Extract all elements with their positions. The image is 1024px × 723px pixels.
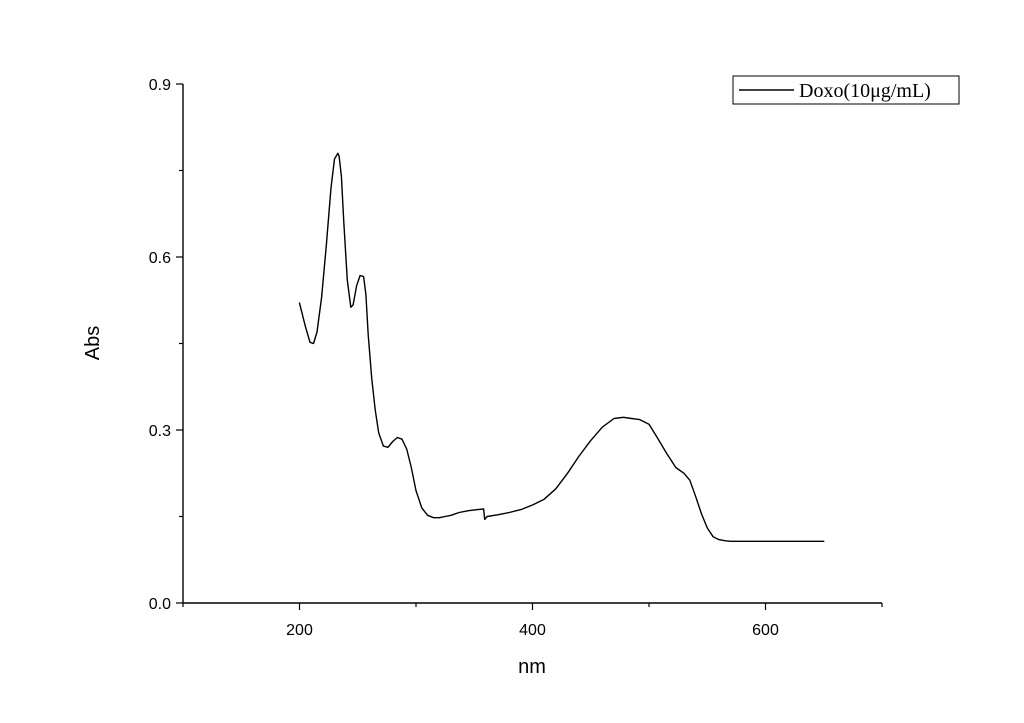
x-tick-label: 200 [286,622,313,639]
y-tick-label: 0.9 [149,77,171,94]
y-tick-label: 0.0 [149,596,171,613]
plot-axes [182,84,882,604]
y-tick-label: 0.6 [149,250,171,267]
x-ticks: 200 400 600 [182,603,883,639]
legend-label: Doxo(10μg/mL) [799,80,931,102]
y-axis-title: Abs [82,326,104,360]
x-tick-label: 400 [519,622,546,639]
y-tick-label: 0.3 [149,423,171,440]
x-tick-label: 600 [752,622,779,639]
series-layer [298,152,825,542]
series-line-0 [298,152,825,542]
y-ticks: 0.0 0.3 0.6 0.9 [149,77,183,613]
x-axis-title: nm [518,656,546,678]
legend: Doxo(10μg/mL) [732,75,960,105]
